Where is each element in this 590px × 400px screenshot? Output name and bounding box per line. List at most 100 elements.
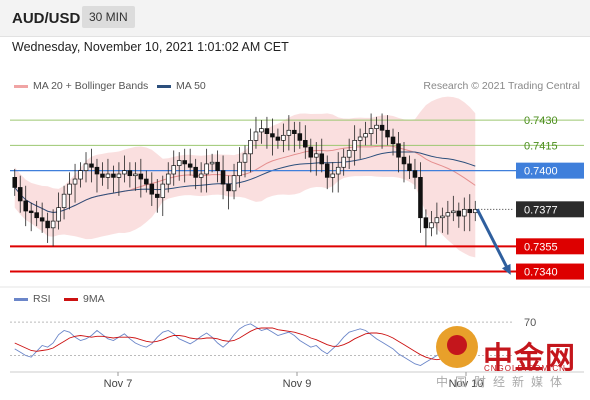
x-tick-label-Nov-7: Nov 7: [104, 378, 133, 390]
level-label-0.7355: 0.7355: [524, 241, 558, 253]
legend-bollinger: MA 20 + Bollinger Bands: [14, 80, 148, 92]
candle-body: [467, 208, 473, 214]
candle-body: [423, 217, 429, 229]
level-label-0.7415: 0.7415: [524, 140, 558, 152]
candle-body: [440, 215, 445, 219]
candle-body: [253, 131, 259, 141]
candle-body: [215, 161, 220, 171]
level-label-0.7430: 0.7430: [524, 115, 558, 127]
candle-body: [259, 128, 264, 133]
chart-header: AUD/USD 30 MIN: [0, 0, 590, 37]
candle-body: [160, 183, 166, 198]
candle-body: [17, 187, 23, 202]
candle-body: [231, 175, 237, 192]
candle-body: [286, 129, 292, 136]
level-box-0.7400: [516, 162, 584, 179]
candle-body: [297, 133, 303, 141]
candle-body: [155, 193, 160, 198]
candle-body: [78, 170, 83, 180]
rsi-9ma-line: [14, 327, 476, 361]
candle-body: [111, 173, 116, 178]
chart-timestamp: Wednesday, November 10, 2021 1:01:02 AM …: [12, 40, 289, 54]
legend-ma50: MA 50: [157, 80, 206, 92]
candle-body: [39, 217, 45, 222]
candle-body: [379, 124, 385, 131]
candle-body: [12, 177, 18, 188]
candle-body: [368, 128, 374, 134]
level-label-0.7400: 0.7400: [524, 166, 558, 178]
candle-body: [303, 140, 308, 148]
candle-body: [165, 173, 171, 185]
candle-body: [292, 129, 297, 134]
candle-body: [94, 166, 100, 175]
candle-body: [456, 210, 462, 217]
legend-bollinger-label: MA 20 + Bollinger Bands: [33, 80, 149, 92]
level-label-0.7340: 0.7340: [524, 267, 558, 279]
candle-body: [198, 173, 204, 178]
candle-body: [182, 160, 187, 165]
candle-body: [412, 170, 418, 178]
candle-body: [116, 173, 122, 178]
candle-body: [89, 163, 94, 168]
legend-rsi: RSI: [14, 293, 51, 305]
rsi-line: [14, 323, 476, 366]
watermark-url: CNGOLD.COM.CN: [484, 364, 566, 373]
legend-rsi-label: RSI: [33, 293, 51, 305]
candle-body: [209, 161, 215, 165]
x-tick-label-Nov-10: Nov 10: [449, 378, 484, 390]
candle-body: [67, 183, 72, 195]
candle-body: [330, 173, 335, 178]
level-box-0.7340: [516, 263, 584, 280]
candle-body: [429, 222, 434, 229]
symbol-title: AUD/USD: [12, 10, 81, 27]
candle-body: [264, 128, 270, 134]
timeframe-badge[interactable]: 30 MIN: [82, 6, 135, 28]
candle-body: [374, 124, 379, 129]
candle-body: [226, 183, 231, 192]
candle-body: [445, 212, 451, 217]
candle-body: [105, 173, 111, 178]
watermark-logo: [436, 326, 478, 368]
last-price-box: [516, 201, 584, 218]
candle-body: [390, 136, 396, 145]
candle-body: [401, 156, 407, 165]
candle-body: [281, 134, 286, 141]
candle-body: [45, 220, 50, 229]
candle-body: [100, 173, 105, 178]
candle-body: [462, 208, 467, 217]
candle-body: [176, 160, 182, 166]
candle-body: [434, 217, 440, 224]
last-price-label: 0.7377: [524, 204, 558, 216]
candle-body: [127, 170, 133, 177]
legend-9ma: 9MA: [64, 293, 105, 305]
candle-body: [407, 163, 412, 171]
watermark-logo-inner: [447, 335, 467, 355]
candle-body: [149, 183, 155, 195]
candle-body: [363, 133, 368, 138]
candle-body: [61, 193, 67, 208]
candle-body: [72, 178, 78, 185]
candle-body: [314, 153, 319, 158]
candle-body: [346, 150, 352, 158]
candle-body: [220, 170, 226, 185]
candle-body: [83, 163, 89, 171]
candle-body: [418, 177, 423, 219]
candle-body: [357, 136, 363, 141]
watermark-brand: 中金网: [483, 342, 576, 375]
candle-body: [396, 143, 401, 158]
x-tick-label-Nov-9: Nov 9: [283, 378, 312, 390]
watermark-subtitle: 中国财经新媒体: [436, 375, 570, 389]
candle-body: [193, 166, 198, 178]
forecast-arrow-line: [475, 208, 510, 271]
candle-body: [335, 166, 341, 175]
forecast-arrow-head: [501, 263, 511, 275]
research-credit: Research © 2021 Trading Central: [423, 80, 580, 92]
ma9-swatch: [64, 297, 78, 301]
candle-body: [122, 170, 127, 175]
bollinger-swatch: [14, 84, 28, 88]
rsi-swatch: [14, 297, 28, 301]
candle-body: [341, 156, 346, 168]
candle-body: [204, 163, 209, 175]
candle-body: [133, 173, 138, 177]
